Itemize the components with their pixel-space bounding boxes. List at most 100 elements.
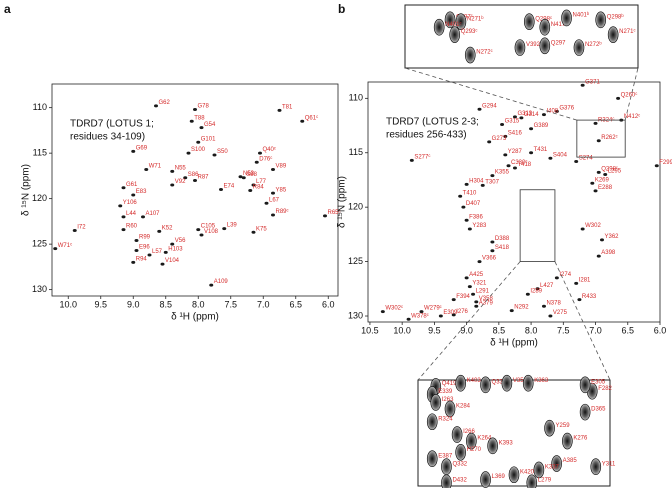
zoom-connector — [624, 67, 639, 121]
peak-label: L67 — [269, 197, 280, 203]
peak — [118, 204, 123, 208]
plot-frame — [51, 83, 339, 297]
peak-label: C105 — [201, 224, 216, 230]
peak-label: Y259 — [556, 423, 571, 429]
peak — [525, 292, 530, 296]
peak-label: G69 — [136, 145, 148, 151]
peak — [196, 140, 201, 144]
peak — [160, 262, 165, 266]
peak — [199, 126, 204, 130]
x-tick-label: 7.5 — [224, 299, 237, 309]
peak-label: T418 — [517, 162, 531, 168]
peak-label: T410 — [463, 190, 477, 196]
peak-label: T81 — [282, 104, 293, 110]
peak — [474, 300, 479, 304]
peak — [474, 304, 479, 308]
peak-label: S277ᶜ — [414, 154, 430, 160]
peak-label: V275 — [553, 310, 568, 316]
peak-label: G389 — [534, 123, 549, 129]
peak — [131, 193, 136, 197]
peak — [170, 183, 175, 187]
peak-label: F282 — [598, 386, 612, 392]
peak-label: S404 — [553, 152, 568, 158]
peak-label: N271ᶜ — [619, 29, 635, 35]
peak — [554, 109, 559, 113]
peak-label: G54 — [204, 122, 216, 128]
peak-contour — [466, 432, 477, 450]
peak-label: H304 — [469, 178, 484, 184]
y-tick-label: 130 — [32, 284, 47, 294]
peak — [654, 164, 659, 168]
peak — [451, 298, 456, 302]
peak-label: N53 — [243, 171, 255, 177]
peak-label: R324 — [438, 416, 453, 422]
y-tick-label: 120 — [32, 193, 47, 203]
peak-label: K355 — [495, 170, 510, 176]
peak-label: N417ᶜ — [551, 22, 567, 28]
peak — [467, 285, 472, 289]
peak-label: W71ᶜ — [58, 243, 72, 249]
peak-label: S418 — [495, 245, 510, 251]
peak-label: C330ᶜ — [511, 160, 527, 166]
x-tick-label: 9.5 — [428, 325, 441, 335]
x-tick-label: 8.5 — [493, 325, 506, 335]
peak-label: L39 — [227, 223, 238, 229]
peak-label: V56 — [175, 238, 186, 244]
peak-label: S274 — [579, 156, 594, 162]
y-axis-label: δ ¹⁵N (ppm) — [337, 176, 348, 228]
peak-label: G315 — [505, 119, 520, 125]
peak — [464, 182, 469, 186]
x-tick-label: 8.0 — [192, 299, 205, 309]
peak — [222, 227, 227, 231]
peak-label: V366 — [482, 256, 497, 262]
peak-label: K276 — [573, 436, 588, 442]
peak — [451, 313, 456, 317]
peak-label: K269 — [595, 177, 610, 183]
peak — [121, 228, 126, 232]
panel-letter: a — [4, 2, 11, 16]
peak-contour — [430, 394, 442, 411]
peak-label: W302 — [585, 223, 601, 229]
peak-label: I408 — [546, 109, 558, 115]
peak-label: G371 — [585, 79, 600, 85]
y-tick-label: 130 — [348, 310, 363, 320]
peak — [134, 238, 139, 242]
peak-label: K52 — [162, 225, 173, 231]
peak-label: Q297 — [551, 40, 566, 46]
chart-title: TDRD7 (LOTUS 2-3; — [386, 117, 479, 128]
peak-label: N292 — [514, 305, 529, 311]
chart-title: TDRD7 (LOTUS 1; — [70, 119, 154, 130]
peak-label: V350 — [513, 378, 528, 384]
peak — [271, 213, 275, 217]
peak-label: R60 — [126, 224, 138, 230]
peak-label: G273 — [492, 136, 507, 142]
peak-contour — [480, 471, 491, 488]
peak — [183, 176, 188, 180]
peak-contour — [464, 46, 476, 64]
peak — [464, 218, 469, 222]
peak-label: Q419 — [442, 381, 457, 387]
peak-contour — [441, 474, 452, 488]
peak — [616, 96, 621, 100]
peak-contour — [551, 455, 562, 472]
peak — [380, 310, 385, 314]
peak — [72, 228, 77, 232]
peak-label: G294 — [482, 103, 497, 109]
peak-label: K420 — [520, 469, 535, 475]
x-tick-label: 10.0 — [393, 325, 411, 335]
y-tick-label: 115 — [349, 147, 363, 157]
peak — [53, 247, 58, 251]
peak — [147, 253, 152, 257]
peak-label: Q293ᶜ — [461, 29, 478, 35]
peak — [254, 160, 259, 164]
peak-contour — [539, 37, 551, 55]
peak-label: E309 — [443, 310, 458, 316]
peak-label: R99 — [139, 235, 151, 241]
x-tick-label: 6.0 — [322, 299, 335, 309]
peak — [458, 194, 463, 198]
peak-label: D388 — [495, 236, 510, 242]
zoom-connector — [404, 67, 577, 121]
peak — [157, 229, 162, 233]
peak — [541, 304, 546, 308]
